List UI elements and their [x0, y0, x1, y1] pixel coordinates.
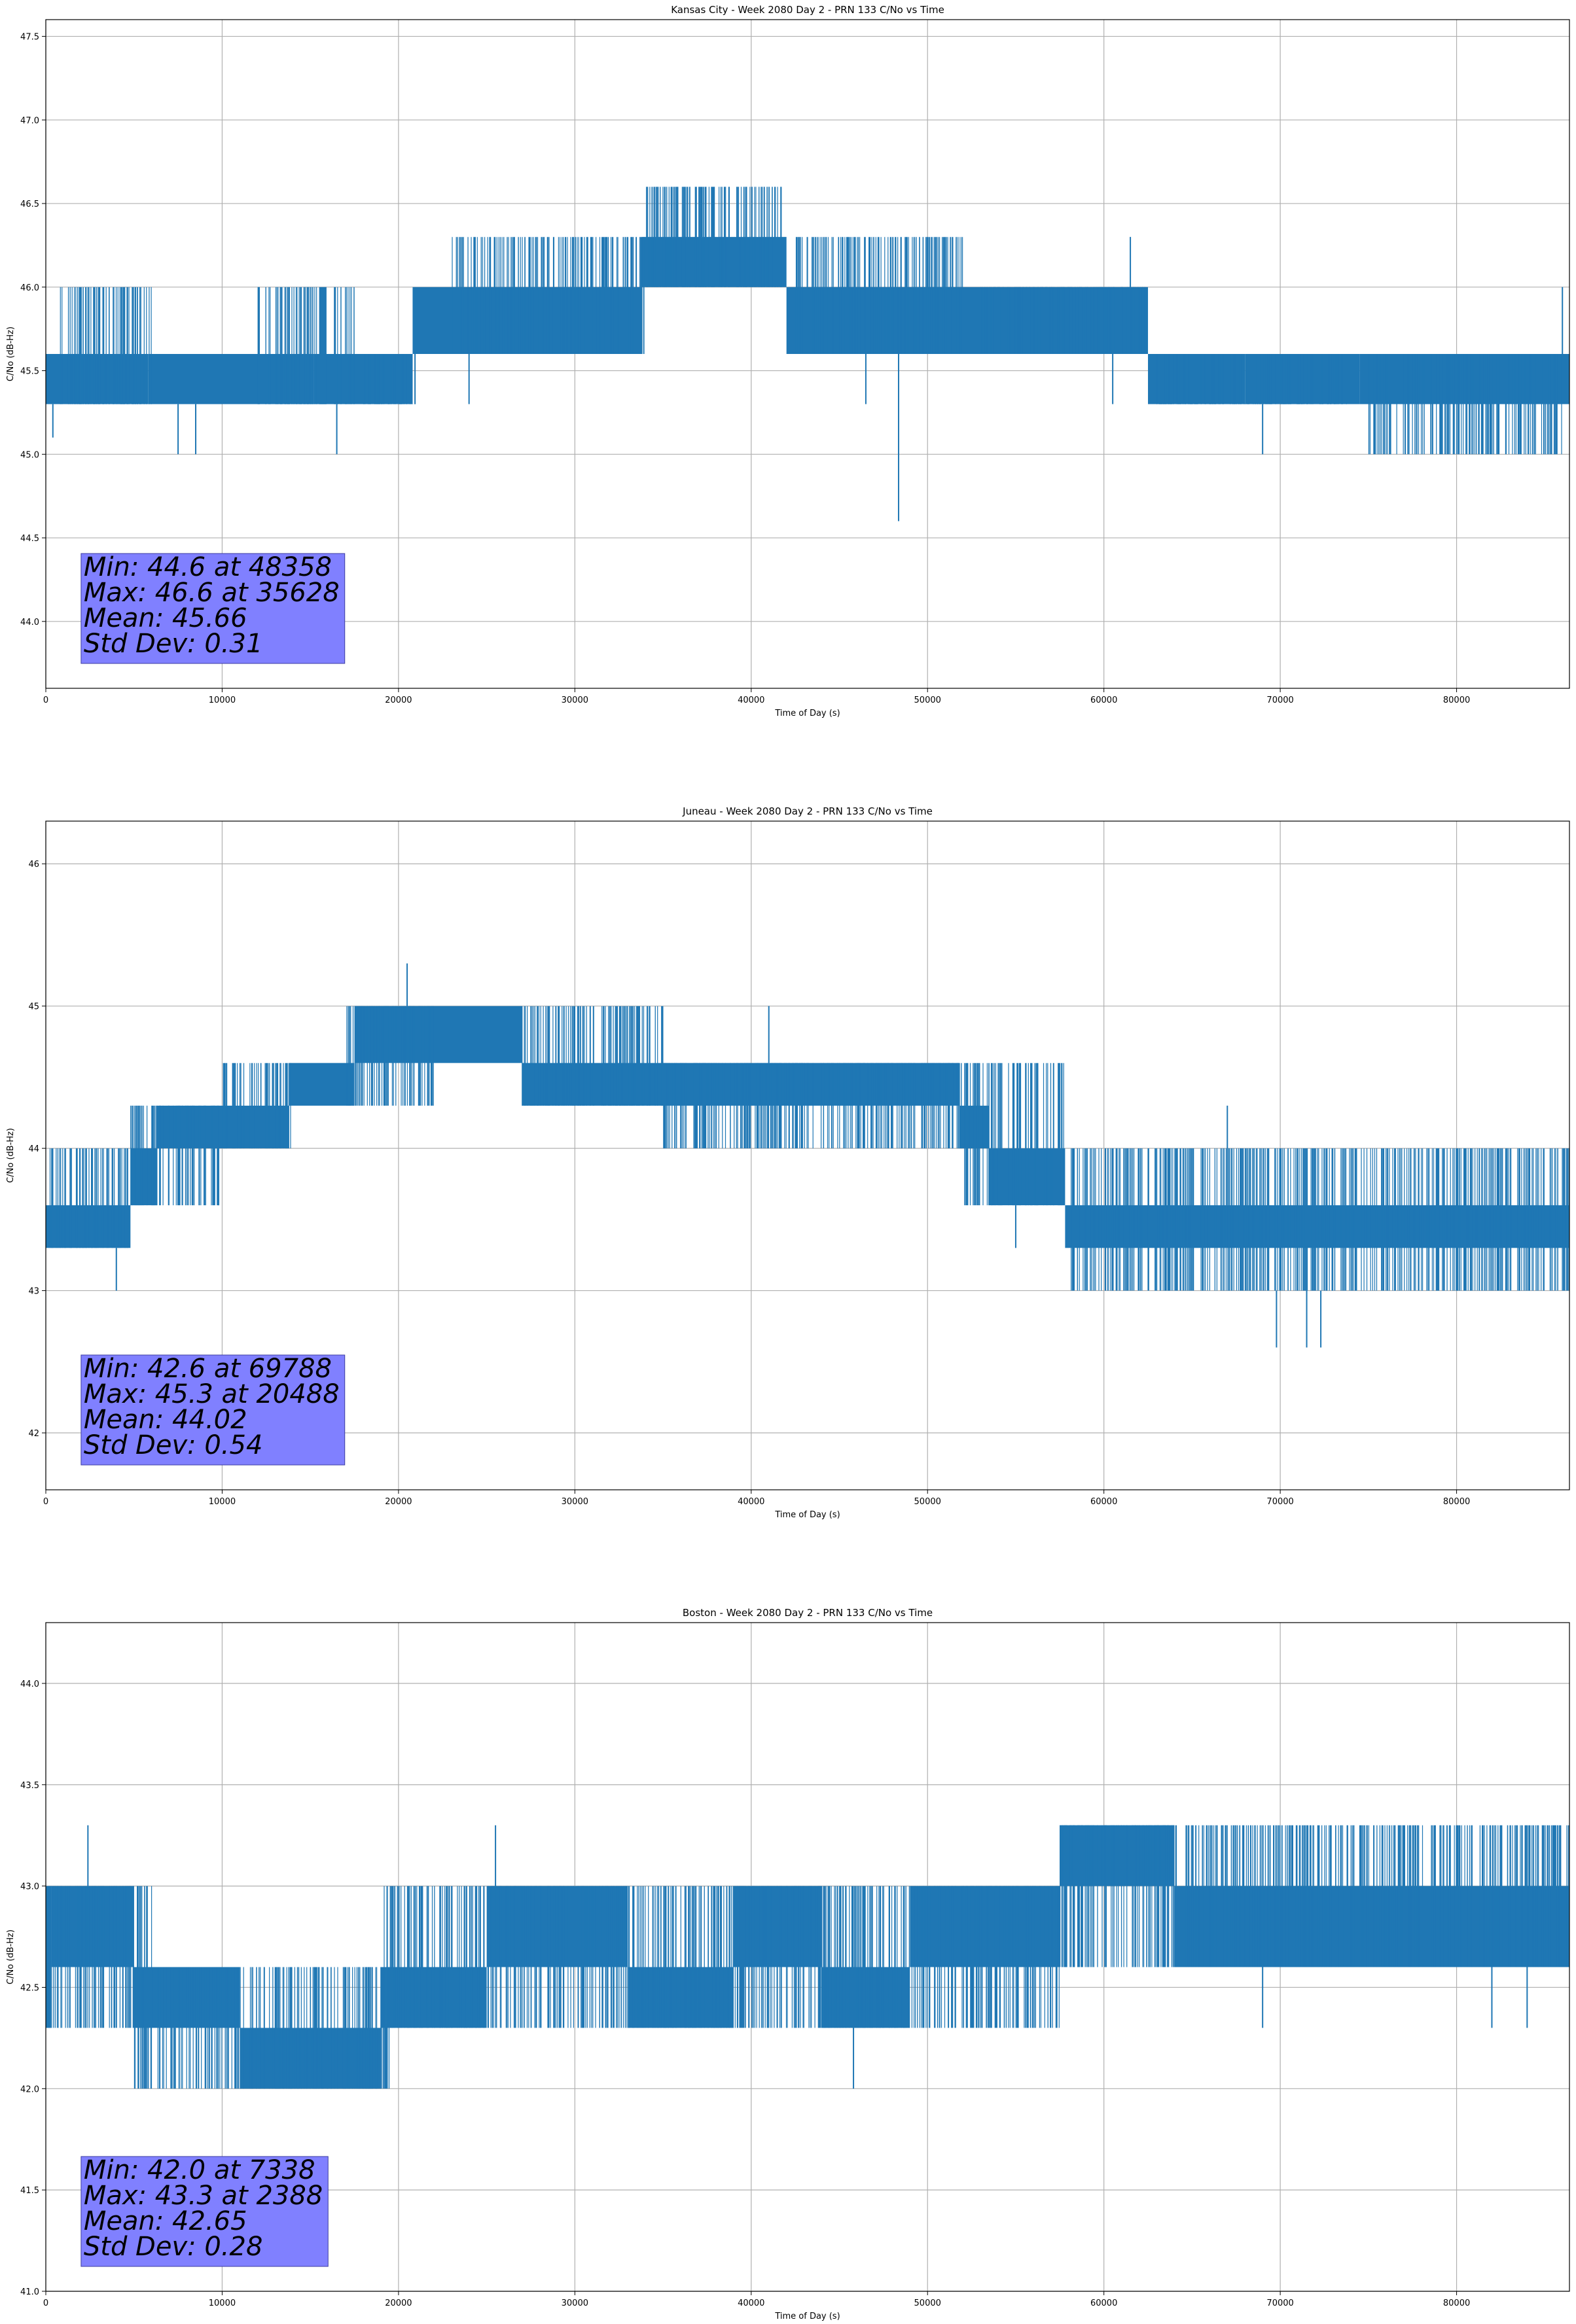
chart-title: Boston - Week 2080 Day 2 - PRN 133 C/No …	[683, 1607, 933, 1619]
stats-line: Min: 42.0 at 7338	[84, 2155, 315, 2185]
x-tick-label: 30000	[562, 2298, 588, 2308]
series-line	[46, 963, 1569, 1348]
x-tick-label: 10000	[209, 2298, 236, 2308]
chart-panel-0: 0 10000 20000 30000 40000 50000 60000 70000 8000…	[6, 4, 1570, 718]
y-tick-label: 42.5	[20, 1983, 39, 1993]
stats-box-background	[81, 2156, 329, 2267]
x-tick-label: 40000	[738, 695, 764, 705]
stats-line: Std Dev: 0.31	[84, 629, 263, 659]
x-tick-label: 70000	[1266, 2298, 1293, 2308]
x-tick-label: 70000	[1266, 695, 1293, 705]
axes-frame	[45, 19, 1570, 689]
y-tick-label: 41.0	[20, 2287, 39, 2297]
stats-line: Max: 45.3 at 20488	[84, 1379, 340, 1409]
series-line	[46, 1825, 1569, 2089]
x-tick-label: 20000	[385, 2298, 412, 2308]
y-tick-label: 43	[28, 1287, 39, 1297]
x-tick-label: 60000	[1090, 2298, 1117, 2308]
y-tick-label: 46.5	[20, 200, 39, 209]
data-band	[910, 1886, 1060, 1967]
y-tick-label: 45.0	[20, 450, 39, 460]
y-axis-label: C/No (dB-Hz)	[6, 1128, 16, 1183]
data-spikes	[46, 1825, 1569, 2089]
y-tick-label: 46.0	[20, 283, 39, 293]
x-tick-label: 0	[43, 1497, 48, 1507]
x-tick-label: 50000	[914, 1497, 941, 1507]
series-line	[46, 186, 1569, 521]
chart-panel-2: 0 10000 20000 30000 40000 50000 60000 70000 8000…	[6, 1607, 1570, 2321]
data-band	[148, 354, 314, 404]
x-tick-label: 30000	[562, 695, 588, 705]
x-tick-label: 60000	[1090, 1497, 1117, 1507]
stats-box-background	[81, 553, 346, 664]
x-tick-label: 10000	[209, 695, 236, 705]
stats-line: Mean: 45.66	[84, 603, 247, 633]
stats-line: Std Dev: 0.28	[84, 2232, 263, 2262]
stats-line: Min: 42.6 at 69788	[84, 1354, 332, 1384]
stats-line: Mean: 44.02	[84, 1405, 247, 1435]
x-tick-label: 40000	[738, 2298, 764, 2308]
y-axis-label: C/No (dB-Hz)	[6, 326, 16, 381]
axes-frame	[45, 820, 1570, 1490]
x-tick-label: 0	[43, 695, 48, 705]
y-tick-label: 47.0	[20, 116, 39, 126]
data-spikes	[60, 186, 1562, 455]
x-tick-label: 80000	[1443, 1497, 1470, 1507]
x-tick-label: 60000	[1090, 695, 1117, 705]
y-axis-label: C/No (dB-Hz)	[6, 1929, 16, 1984]
y-tick-label: 44.0	[20, 618, 39, 627]
chart-title: Kansas City - Week 2080 Day 2 - PRN 133 …	[671, 4, 944, 16]
chart-panel-1: 0 10000 20000 30000 40000 50000 60000 70000 8000…	[6, 805, 1570, 1520]
data-spikes	[49, 1006, 1569, 1291]
y-tick-label: 42.0	[20, 2085, 39, 2094]
x-tick-label: 50000	[914, 2298, 941, 2308]
axes-frame	[45, 1622, 1570, 2292]
x-axis-label: Time of Day (s)	[774, 1510, 840, 1520]
y-tick-label: 44.5	[20, 534, 39, 544]
x-tick-label: 20000	[385, 695, 412, 705]
x-tick-label: 70000	[1266, 1497, 1293, 1507]
x-tick-label: 80000	[1443, 695, 1470, 705]
y-tick-label: 43.5	[20, 1781, 39, 1791]
y-tick-label: 41.5	[20, 2186, 39, 2196]
x-axis-label: Time of Day (s)	[774, 709, 840, 718]
data-band	[46, 1205, 131, 1248]
stats-line: Std Dev: 0.54	[84, 1430, 263, 1460]
y-tick-label: 46	[28, 860, 39, 870]
stats-line: Max: 43.3 at 2388	[84, 2181, 323, 2211]
stats-box-background	[81, 1354, 346, 1466]
chart-title: Juneau - Week 2080 Day 2 - PRN 133 C/No …	[682, 805, 933, 817]
data-band	[354, 1006, 522, 1063]
x-tick-label: 0	[43, 2298, 48, 2308]
stats-line: Min: 44.6 at 48358	[84, 552, 332, 582]
data-band	[46, 1886, 52, 2028]
x-tick-label: 80000	[1443, 2298, 1470, 2308]
x-tick-label: 40000	[738, 1497, 764, 1507]
data-band	[289, 1063, 355, 1106]
x-axis-label: Time of Day (s)	[774, 2312, 840, 2321]
y-tick-label: 42	[28, 1429, 39, 1439]
y-tick-label: 44	[28, 1144, 39, 1154]
x-tick-label: 30000	[562, 1497, 588, 1507]
data-band	[821, 1967, 910, 2028]
y-tick-label: 45	[28, 1002, 39, 1012]
x-tick-label: 10000	[209, 1497, 236, 1507]
stats-line: Max: 46.6 at 35628	[84, 578, 340, 608]
y-tick-label: 43.0	[20, 1882, 39, 1892]
data-band	[380, 1967, 487, 2028]
y-tick-label: 45.5	[20, 367, 39, 377]
x-tick-label: 50000	[914, 695, 941, 705]
y-tick-label: 44.0	[20, 1680, 39, 1689]
stats-line: Mean: 42.65	[84, 2206, 247, 2236]
y-tick-label: 47.5	[20, 33, 39, 43]
x-tick-label: 20000	[385, 1497, 412, 1507]
